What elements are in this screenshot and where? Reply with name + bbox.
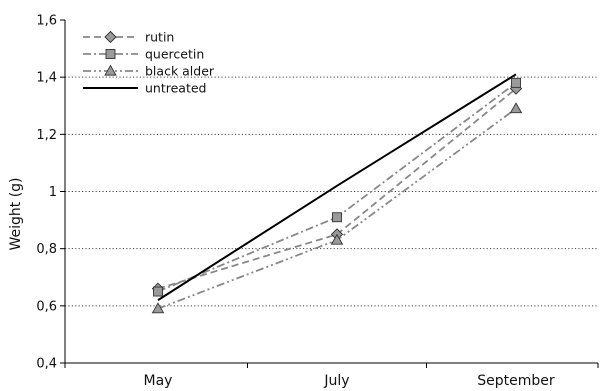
data-point-black-alder (509, 102, 523, 114)
series-lines (151, 73, 523, 314)
y-tick-label: 1,2 (36, 128, 57, 143)
x-tick-label: July (323, 373, 349, 389)
data-point-black-alder (151, 302, 165, 314)
y-tick-label: 0,6 (36, 299, 57, 314)
y-tick-label: 1 (49, 185, 57, 200)
legend-label-quercetin: quercetin (145, 47, 204, 62)
legend-label-rutin: rutin (145, 30, 174, 45)
grid-lines (65, 76, 598, 307)
legend-label-black-alder: black alder (145, 64, 215, 79)
series-line-untreated (157, 73, 517, 301)
y-tick-label: 0,8 (36, 242, 57, 257)
data-point-quercetin (153, 286, 163, 297)
y-tick-label: 0,4 (36, 357, 57, 372)
axes (60, 19, 599, 368)
data-point-quercetin (332, 212, 342, 223)
x-tick-label: September (477, 373, 555, 389)
legend-marker-quercetin (105, 49, 116, 59)
y-tick-label: 1,4 (36, 71, 57, 86)
series-line-rutin (157, 87, 517, 290)
series-line-quercetin (157, 82, 517, 293)
series-line-black-alder (157, 107, 517, 310)
y-axis-label: Weight (g) (8, 177, 24, 250)
legend-label-untreated: untreated (145, 81, 207, 96)
x-tick-labels: May July September (144, 373, 555, 389)
x-tick-label: May (144, 373, 173, 389)
data-point-black-alder (330, 233, 344, 245)
legend-marker-black-alder (104, 64, 117, 76)
y-tick-label: 1,6 (36, 14, 57, 29)
legend: rutin quercetin black alder untreated (83, 30, 215, 96)
legend-marker-rutin (104, 30, 117, 44)
y-tick-labels: 0,4 0,6 0,8 1 1,2 1,4 1,6 (36, 14, 57, 372)
data-point-quercetin (511, 77, 521, 88)
